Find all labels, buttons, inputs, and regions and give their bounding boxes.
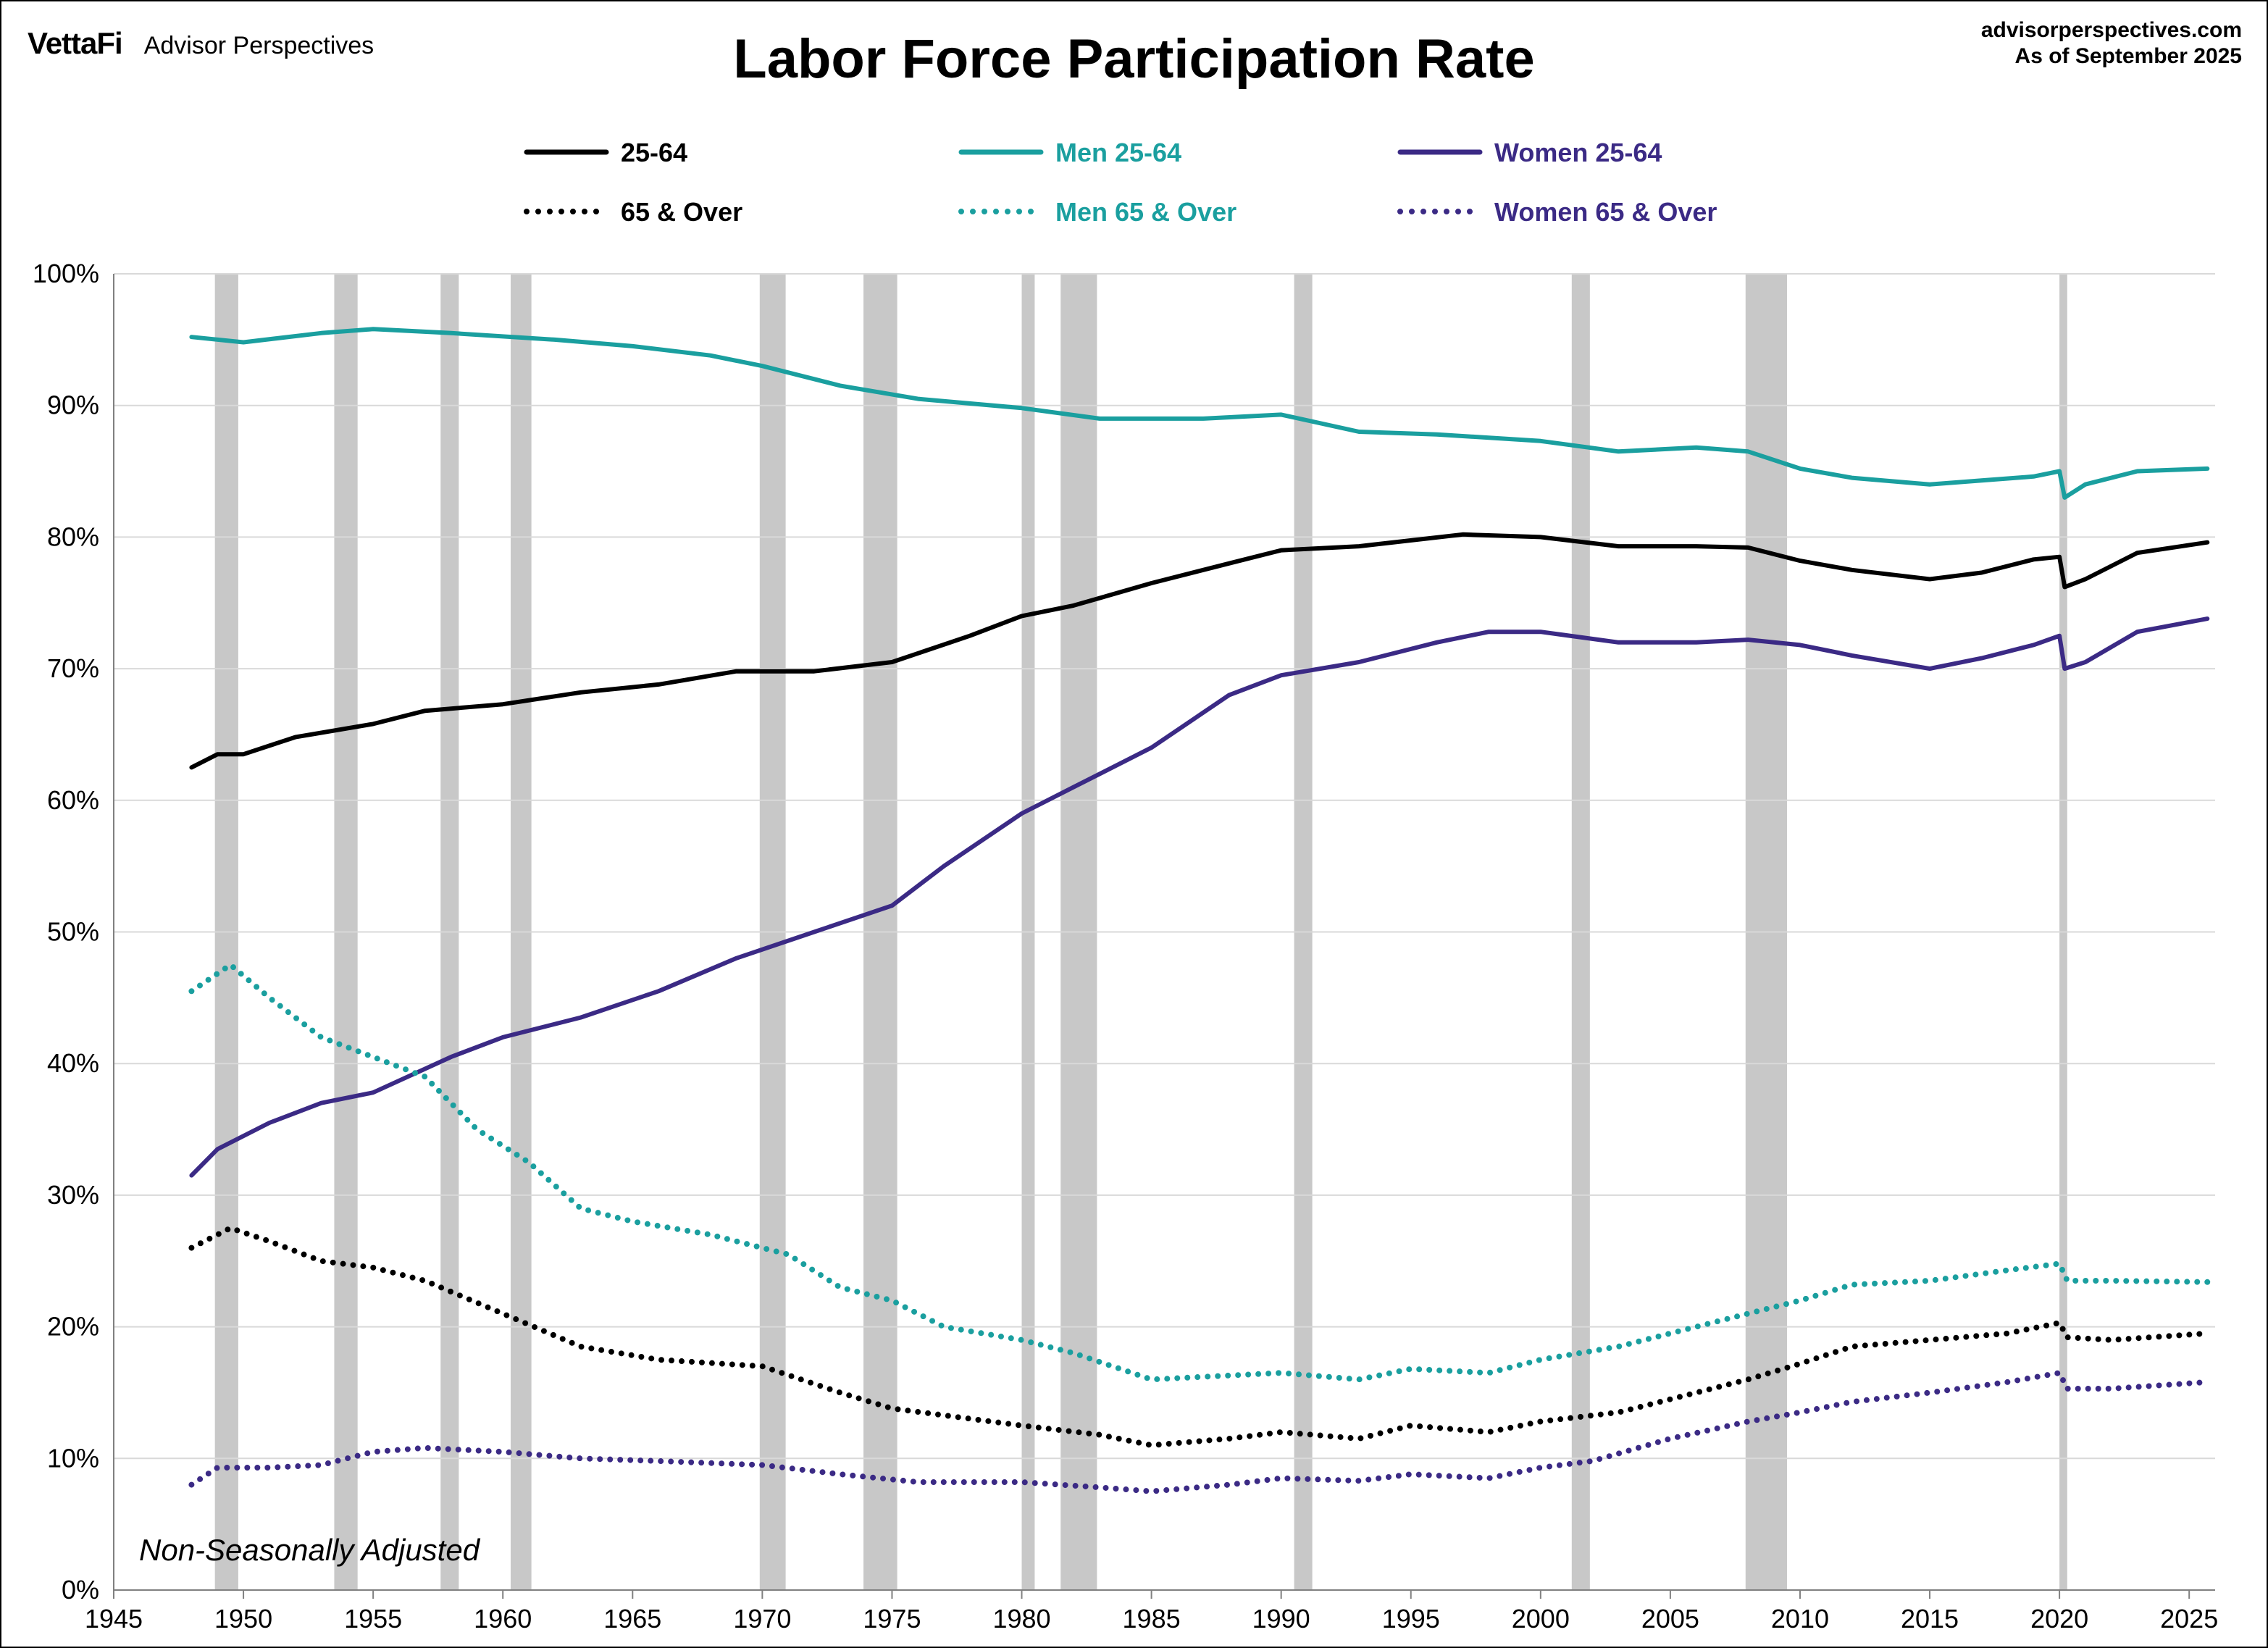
legend-label: Women 65 & Over xyxy=(1494,197,1717,227)
legend-item: 25-64 xyxy=(524,138,687,167)
series-men-65-over xyxy=(188,961,2211,1383)
x-tick-label: 1950 xyxy=(214,1604,272,1634)
brand-name: Advisor Perspectives xyxy=(143,32,374,59)
x-tick-label: 1990 xyxy=(1252,1604,1310,1634)
brand: VettaFi Advisor Perspectives xyxy=(28,26,374,61)
legend-item: Men 65 & Over xyxy=(958,197,1236,227)
source-info: advisorperspectives.com As of September … xyxy=(1981,17,2242,70)
site-url: advisorperspectives.com xyxy=(1980,18,2242,42)
series-25-64 xyxy=(189,532,2210,770)
series-layer xyxy=(188,327,2211,1494)
y-tick-label: 100% xyxy=(33,259,99,288)
legend-label: Women 25-64 xyxy=(1494,138,1662,167)
x-tick-label: 1965 xyxy=(603,1604,661,1634)
y-tick-label: 50% xyxy=(47,917,99,947)
legend-item: Men 25-64 xyxy=(958,138,1181,167)
legend-item: 65 & Over xyxy=(524,197,742,227)
y-tick-label: 80% xyxy=(47,522,99,551)
x-tick-label: 1980 xyxy=(992,1604,1050,1634)
x-tick-label: 2025 xyxy=(2160,1604,2218,1634)
x-tick-label: 2020 xyxy=(2030,1604,2088,1634)
series-65-over xyxy=(188,1225,2211,1449)
gridlines xyxy=(114,273,2215,1460)
x-tick-label: 2015 xyxy=(1901,1604,1959,1634)
y-tick-label: 70% xyxy=(47,653,99,683)
y-tick-label: 90% xyxy=(47,390,99,420)
y-tick-label: 20% xyxy=(47,1312,99,1342)
x-tick-label: 1945 xyxy=(85,1604,143,1634)
series-women-65-over xyxy=(188,1370,2211,1494)
y-tick-label: 40% xyxy=(47,1048,99,1078)
x-tick-label: 1955 xyxy=(344,1604,402,1634)
legend-item: Women 25-64 xyxy=(1397,138,1662,167)
series-men-25-64 xyxy=(189,327,2210,500)
x-tick-label: 2010 xyxy=(1771,1604,1829,1634)
seasonal-note: Non-Seasonally Adjusted xyxy=(139,1533,481,1567)
legend-label: Men 65 & Over xyxy=(1055,197,1236,227)
axes: 0% 10% 20% 30% 40% 50% 60% 70% 80% 90% 100% 1945 195… xyxy=(33,259,2218,1634)
x-tick-label: 1985 xyxy=(1123,1604,1181,1634)
legend-label: 65 & Over xyxy=(621,197,742,227)
y-tick-label: 60% xyxy=(47,785,99,815)
vettafi-logo: VettaFi xyxy=(28,26,123,60)
y-tick-label: 30% xyxy=(47,1180,99,1210)
legend-item: Women 65 & Over xyxy=(1397,197,1717,227)
x-tick-label: 2005 xyxy=(1641,1604,1699,1634)
legend-label: 25-64 xyxy=(621,138,687,167)
x-tick-label: 2000 xyxy=(1512,1604,1570,1634)
legend-label: Men 25-64 xyxy=(1055,138,1181,167)
as-of-date: As of September 2025 xyxy=(2014,44,2242,68)
x-tick-label: 1960 xyxy=(474,1604,532,1634)
legend: 25-64 Men 25-64 Women 25-64 65 & Over Men 65… xyxy=(524,138,1717,227)
series-women-25-64 xyxy=(189,616,2210,1178)
y-tick-label: 0% xyxy=(62,1575,99,1605)
y-tick-label: 10% xyxy=(47,1443,99,1473)
x-tick-label: 1975 xyxy=(863,1604,921,1634)
x-tick-label: 1995 xyxy=(1382,1604,1440,1634)
x-tick-label: 1970 xyxy=(733,1604,791,1634)
